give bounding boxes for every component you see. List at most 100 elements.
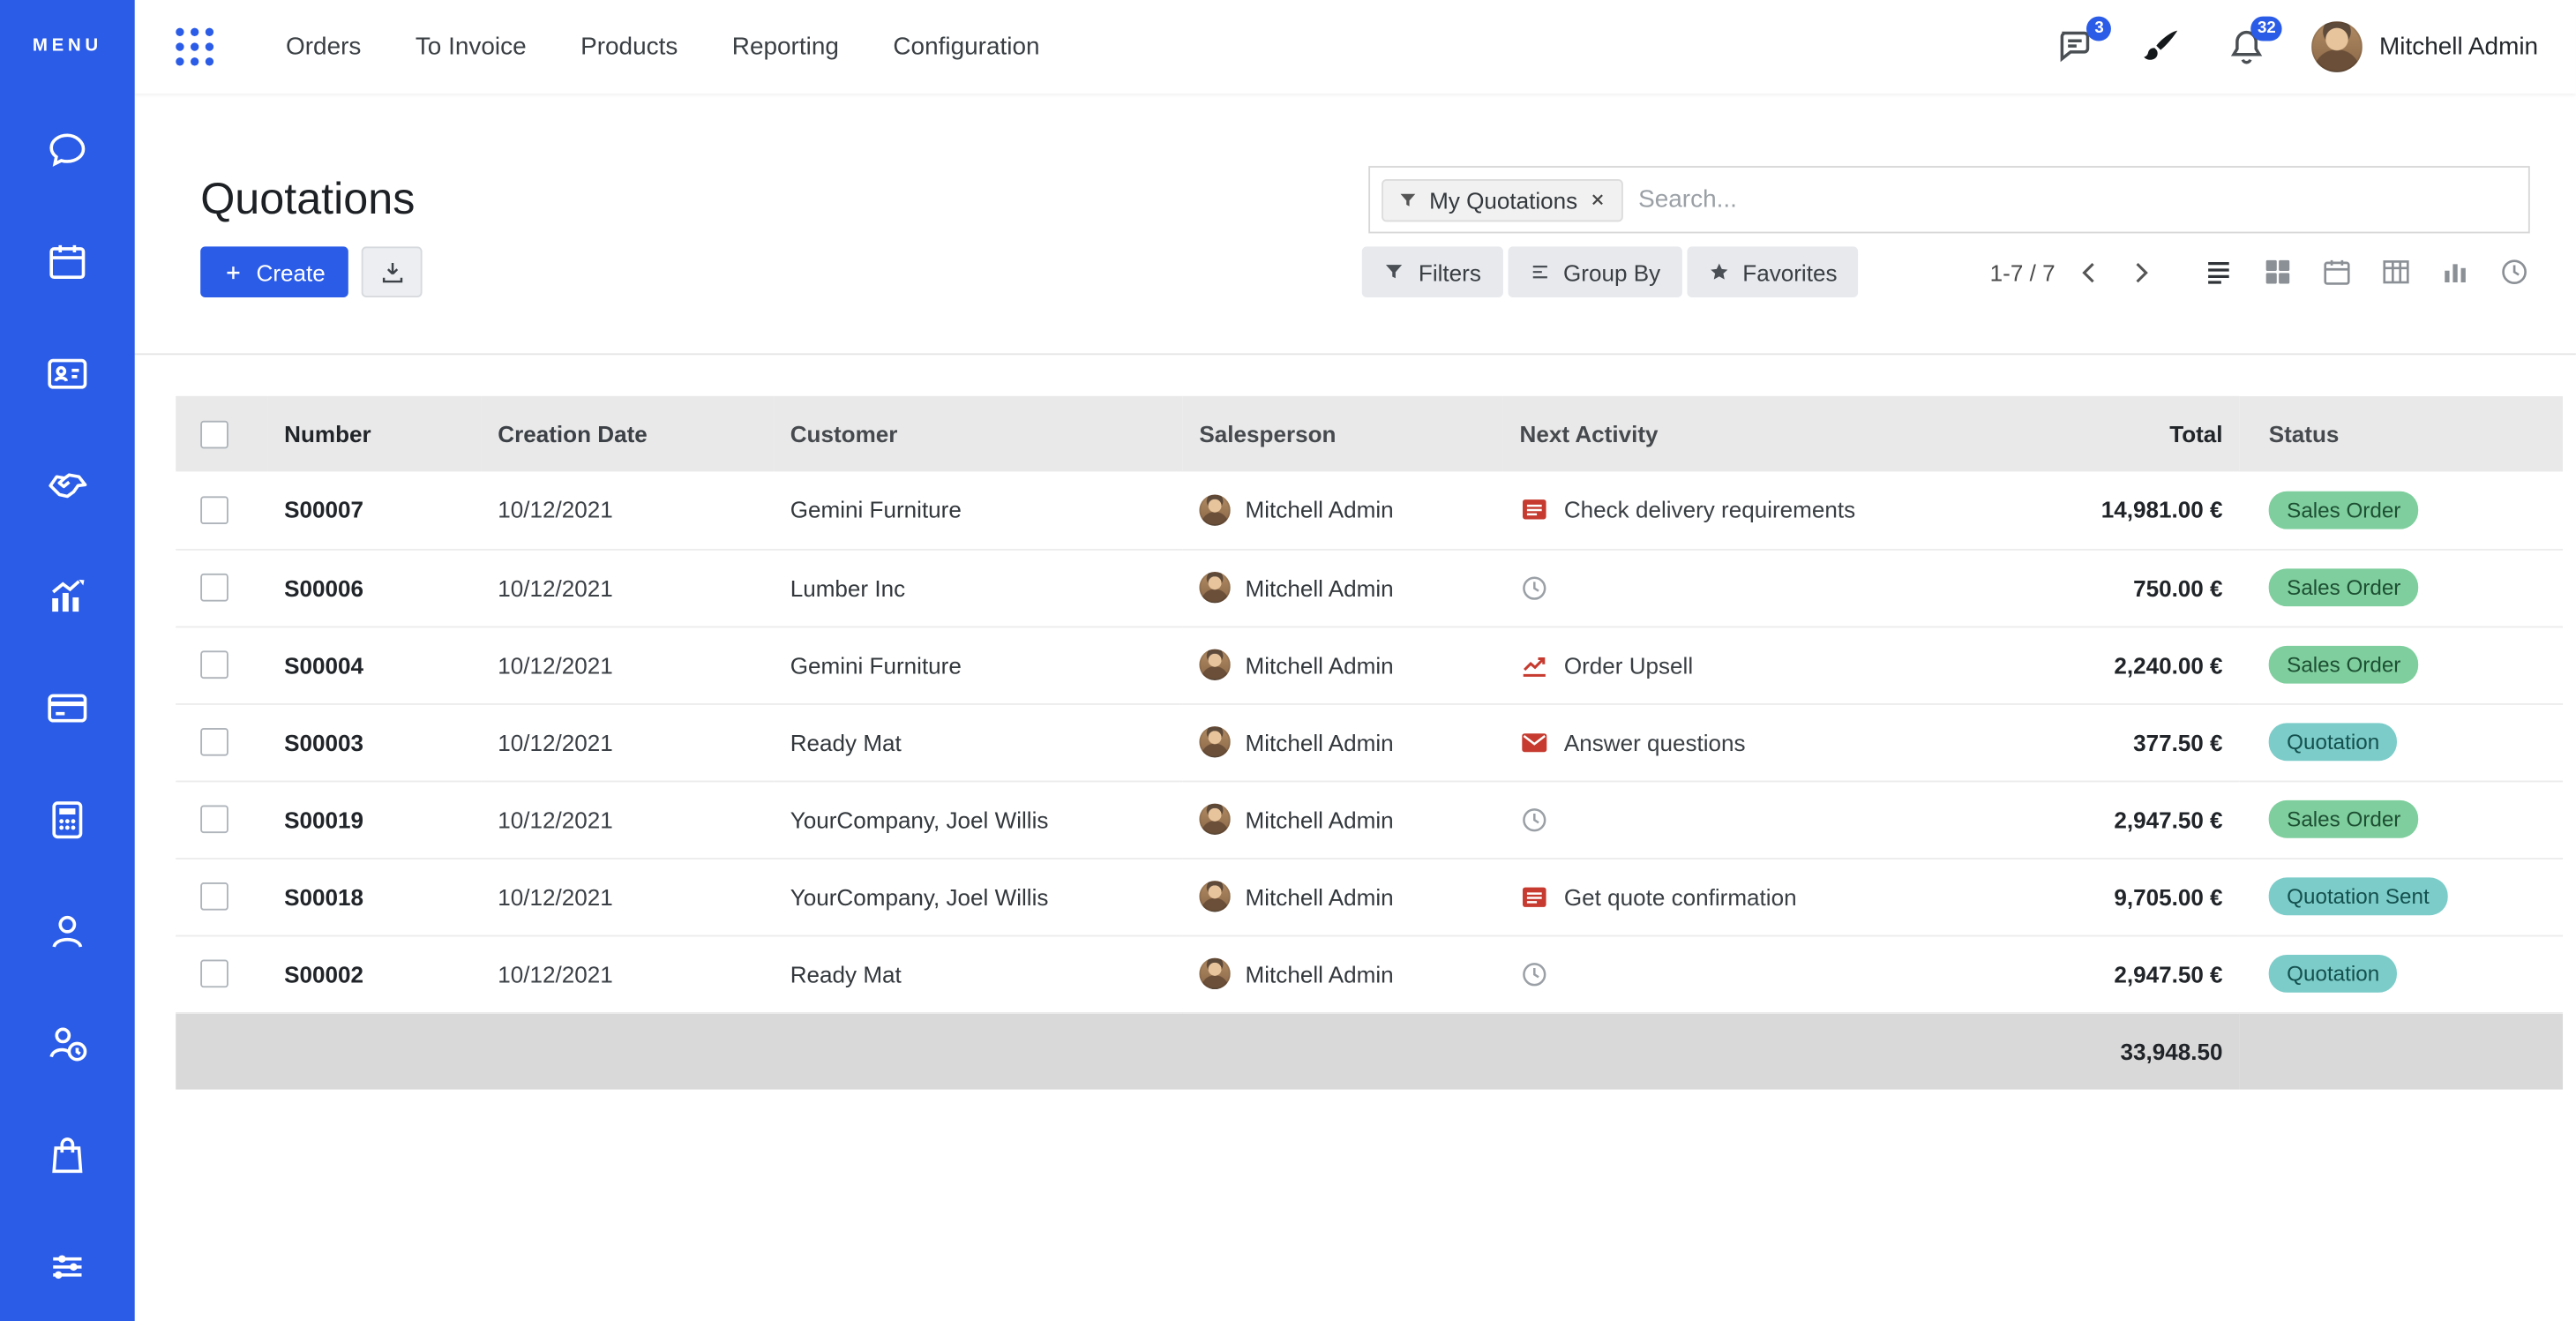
page-title: Quotations [200,174,416,224]
pager-next-icon[interactable] [2124,256,2157,289]
user-clock-icon [46,1022,88,1064]
sidebar-item-point-of-sale[interactable] [46,687,88,729]
pager-previous-icon[interactable] [2073,256,2106,289]
pivot-view-icon[interactable] [2380,257,2411,288]
sidebar-nav [46,128,88,1288]
status-badge: Sales Order [2268,799,2419,838]
salesperson-name: Mitchell Admin [1245,574,1394,601]
column-header-number[interactable]: Number [267,395,482,472]
clock-icon[interactable] [1520,573,1550,603]
list-view-icon[interactable] [2203,257,2234,288]
status-badge: Quotation [2268,723,2398,762]
customer-name: Gemini Furniture [774,626,1183,704]
favorites-button[interactable]: Favorites [1686,246,1859,298]
plus-icon [223,262,243,281]
row-total: 2,947.50 € [2020,934,2240,1014]
salesperson-avatar [1199,494,1231,526]
filter-icon [1384,261,1405,282]
sidebar-item-attendances[interactable] [46,1022,88,1064]
sidebar-item-invoicing[interactable] [46,799,88,841]
user-name: Mitchell Admin [2379,33,2539,61]
table-footer-total: 33,948.50 [2020,1012,2240,1090]
filters-label: Filters [1418,259,1481,286]
row-checkbox[interactable] [200,882,228,912]
chart-growth-icon [46,575,88,618]
sidebar-item-crm[interactable] [46,463,88,506]
sidebar-item-calendar[interactable] [46,240,88,282]
table-row[interactable]: S00018 10/12/2021 YourCompany, Joel Willis… [176,858,2564,936]
customer-name: Ready Mat [774,703,1183,782]
clock-icon[interactable] [1520,805,1550,835]
filters-button[interactable]: Filters [1362,246,1503,298]
column-header-status[interactable]: Status [2239,395,2564,472]
favorites-label: Favorites [1742,259,1838,286]
clock-icon[interactable] [1520,959,1550,989]
row-checkbox[interactable] [200,960,228,988]
control-panel: Quotations My Quotations Create [134,94,2576,356]
row-checkbox[interactable] [200,574,228,603]
tasks-icon[interactable] [1520,495,1550,525]
search-bar[interactable]: My Quotations [1368,166,2530,234]
row-checkbox[interactable] [200,806,228,834]
kanban-view-icon[interactable] [2262,257,2293,288]
table-row[interactable]: S00007 10/12/2021 Gemini Furniture Mitchell… [176,471,2564,550]
column-header-total[interactable]: Total [2020,395,2240,472]
row-checkbox[interactable] [200,651,228,679]
sidebar-item-contacts[interactable] [46,352,88,394]
menu-item-configuration[interactable]: Configuration [893,33,1040,61]
calendar-view-icon[interactable] [2321,257,2352,288]
shopping-bag-icon [46,1134,88,1176]
column-header-next-activity[interactable]: Next Activity [1502,395,2021,472]
notifications-button[interactable]: 32 [2227,16,2283,68]
sidebar-item-purchase[interactable] [46,1134,88,1176]
table-row[interactable]: S00002 10/12/2021 Ready Mat Mitchell Admin 2… [176,934,2564,1014]
table-row[interactable]: S00003 10/12/2021 Ready Mat Mitchell Admin A… [176,703,2564,782]
status-badge: Quotation Sent [2268,877,2448,916]
messages-badge: 3 [2086,16,2112,41]
row-checkbox[interactable] [200,728,228,757]
menu-item-reporting[interactable]: Reporting [731,33,839,61]
column-header-creation-date[interactable]: Creation Date [481,395,775,472]
export-button[interactable] [361,246,423,298]
apps-menu-icon[interactable] [173,25,217,69]
sidebar-item-discuss[interactable] [46,128,88,170]
calculator-icon [46,799,88,841]
envelope-icon[interactable] [1520,727,1550,757]
theme-brush-button[interactable] [2141,26,2183,68]
row-total: 14,981.00 € [2020,471,2240,550]
menu-item-products[interactable]: Products [580,33,678,61]
row-total: 377.50 € [2020,703,2240,782]
facet-close-icon[interactable] [1589,191,1606,208]
table-row[interactable]: S00004 10/12/2021 Gemini Furniture Mitchell… [176,626,2564,704]
group-by-label: Group By [1563,259,1661,286]
sidebar-item-sales[interactable] [46,575,88,618]
table-row[interactable]: S00006 10/12/2021 Lumber Inc Mitchell Admin… [176,548,2564,627]
row-checkbox[interactable] [200,496,228,525]
select-all-checkbox[interactable] [200,420,228,449]
creation-date: 10/12/2021 [481,858,775,936]
messages-button[interactable]: 3 [2056,16,2112,68]
activity-view-icon[interactable] [2498,257,2529,288]
star-icon [1708,261,1729,282]
graph-view-icon[interactable] [2439,257,2470,288]
menu-item-orders[interactable]: Orders [286,33,362,61]
topbar: Orders To Invoice Products Reporting Configu… [134,0,2576,94]
menu-item-to-invoice[interactable]: To Invoice [415,33,527,61]
tasks-icon[interactable] [1520,882,1550,912]
column-header-salesperson[interactable]: Salesperson [1182,395,1503,472]
create-button[interactable]: Create [200,246,348,298]
salesperson-name: Mitchell Admin [1245,806,1394,833]
sidebar-item-employees[interactable] [46,911,88,953]
footer-spacer [176,1012,2021,1090]
pager: 1-7 / 7 [1990,256,2157,289]
table-row[interactable]: S00019 10/12/2021 YourCompany, Joel Willis… [176,780,2564,859]
search-facet[interactable]: My Quotations [1382,178,1624,221]
sidebar-item-settings[interactable] [46,1246,88,1288]
user-menu[interactable]: Mitchell Admin [2311,21,2539,72]
search-input[interactable] [1638,185,2512,214]
group-by-icon [1529,261,1550,282]
column-header-customer[interactable]: Customer [774,395,1183,472]
quotation-number: S00003 [267,703,482,782]
group-by-button[interactable]: Group By [1507,246,1682,298]
chart-icon[interactable] [1520,650,1550,680]
